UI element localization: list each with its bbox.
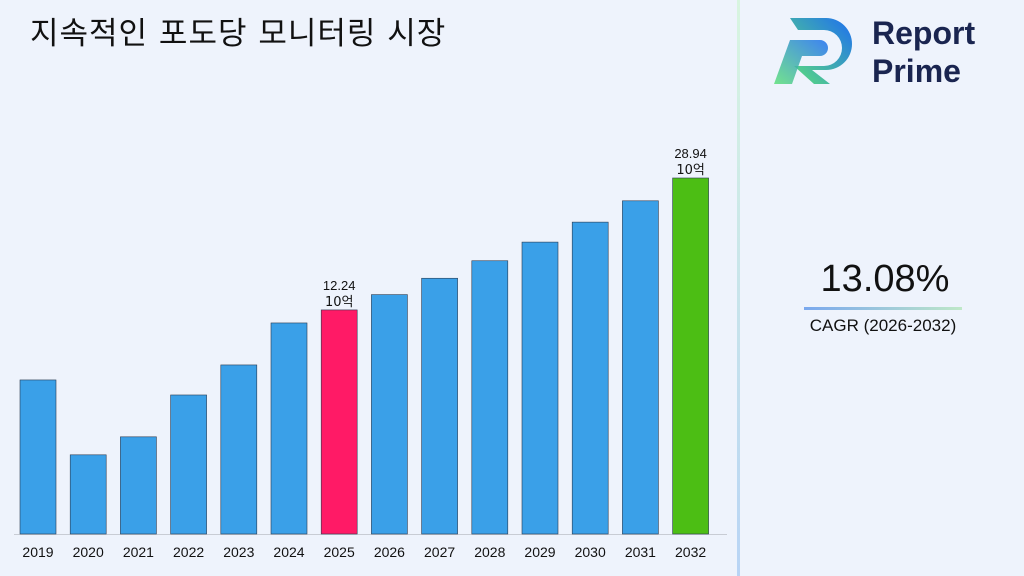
x-tick-label-2026: 2026	[374, 544, 405, 560]
x-tick-label-2019: 2019	[22, 544, 53, 560]
brand-line2: Prime	[872, 53, 961, 89]
bar-2025	[320, 309, 358, 535]
data-label-unit-2032: 10억	[676, 163, 705, 178]
report-prime-logo-icon	[774, 18, 852, 84]
data-label-unit-2025: 10억	[325, 295, 354, 310]
bar-chart: 2019 2020 2021 2022 2023 2024 2025 12.24 10억 2026…	[14, 146, 727, 560]
bar-2026	[371, 294, 408, 535]
x-tick-label-2030: 2030	[575, 544, 606, 560]
bar-2019	[19, 379, 57, 535]
x-tick-label-2024: 2024	[273, 544, 304, 560]
x-tick-label-2025: 2025	[324, 544, 355, 560]
data-label-2025: 12.24	[323, 278, 356, 293]
x-tick-label-2023: 2023	[223, 544, 254, 560]
x-tick-label-2021: 2021	[123, 544, 154, 560]
brand-line1: Report	[872, 15, 976, 51]
data-label-2032: 28.94	[674, 146, 707, 161]
cagr-underline	[804, 307, 962, 310]
bar-2032	[672, 177, 709, 535]
brand-name: Report Prime	[872, 14, 975, 90]
x-tick-label-2020: 2020	[73, 544, 104, 560]
bar-2022	[170, 394, 207, 535]
x-tick-label-2031: 2031	[625, 544, 656, 560]
bar-2031	[622, 200, 659, 535]
bar-2028	[471, 260, 509, 535]
x-tick-label-2029: 2029	[524, 544, 555, 560]
bar-2027	[421, 277, 458, 535]
bar-2024	[270, 322, 308, 535]
x-tick-label-2032: 2032	[675, 544, 706, 560]
bar-2021	[120, 436, 157, 535]
bar-2023	[220, 364, 258, 535]
bar-2030	[571, 221, 609, 535]
chart-title: 지속적인 포도당 모니터링 시장	[30, 16, 447, 52]
bar-2020	[69, 454, 107, 535]
bar-2029	[521, 241, 559, 535]
cagr-value: 13.08%	[820, 258, 950, 300]
x-tick-label-2022: 2022	[173, 544, 204, 560]
x-tick-label-2027: 2027	[424, 544, 455, 560]
x-tick-label-2028: 2028	[474, 544, 505, 560]
divider	[737, 0, 740, 576]
cagr-label: CAGR (2026-2032)	[809, 316, 957, 335]
